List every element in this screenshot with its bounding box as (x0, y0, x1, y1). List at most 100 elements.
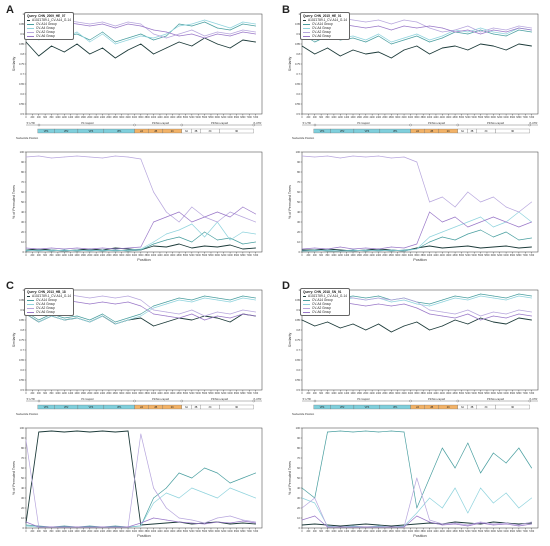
data-point (505, 245, 507, 247)
x-tick-label: 1000 (55, 117, 61, 119)
data-point (178, 521, 180, 523)
data-point (339, 249, 341, 251)
legend-label: CV-A4 Group (36, 302, 55, 306)
data-point (204, 467, 205, 469)
data-point (403, 19, 405, 21)
simplot-plot: 0.50.550.60.650.70.750.80.850.90.9510200… (288, 288, 539, 395)
legend-swatch (27, 299, 34, 301)
x-tick-label: 6200 (497, 255, 503, 257)
x-tick-label: 2400 (100, 531, 106, 533)
data-point (178, 497, 180, 499)
data-point (38, 155, 40, 157)
data-point (365, 27, 367, 29)
x-tick-label: 2600 (382, 531, 388, 533)
region-label: P3/Non-capsid (487, 397, 505, 401)
data-point (217, 27, 218, 29)
legend-swatch (27, 19, 31, 21)
data-point (365, 299, 367, 301)
y-tick-label: 20 (21, 230, 24, 234)
x-tick-label: 5000 (459, 531, 465, 533)
data-point (255, 33, 256, 35)
gene-label: 3C (485, 130, 488, 133)
gene-label: VP2 (340, 406, 345, 409)
data-point (416, 45, 418, 47)
x-tick-label: 1400 (344, 117, 350, 119)
x-tick-label: 600 (319, 393, 324, 395)
x-tick-label: 1800 (81, 393, 87, 395)
data-point (102, 249, 103, 251)
y-tick-label: 90 (297, 160, 300, 164)
data-point (339, 250, 341, 252)
y-tick-label: 20 (297, 230, 300, 234)
x-tick-label: 600 (43, 117, 48, 119)
y-axis-label: Similarity (288, 333, 292, 348)
y-tick-label: 0.7 (296, 348, 300, 352)
y-tick-label: 30 (297, 496, 300, 500)
data-point (416, 321, 418, 323)
x-tick-label: 3600 (414, 255, 420, 257)
y-tick-label: 0.8 (20, 328, 24, 332)
x-tick-label: 2400 (376, 117, 382, 119)
x-tick-label: 1800 (81, 117, 87, 119)
x-tick-label: 1800 (81, 255, 87, 257)
y-tick-label: 100 (20, 426, 25, 430)
y-tick-label: 0.55 (295, 378, 301, 382)
data-point (153, 37, 154, 39)
y-axis-label: % of Permuted Trees (288, 185, 292, 219)
data-point (365, 39, 367, 41)
data-point (531, 246, 532, 248)
data-point (255, 315, 256, 317)
gene-label: 3C (485, 406, 488, 409)
legend-label: CV-A2 Group (312, 30, 331, 34)
legend-swatch (303, 19, 307, 21)
data-point (378, 33, 379, 35)
data-point (76, 33, 78, 35)
data-point (429, 477, 430, 479)
data-point (314, 502, 316, 504)
data-point (327, 47, 328, 49)
data-point (217, 517, 218, 519)
x-tick-label: 0 (25, 117, 27, 119)
y-tick-label: 0.5 (296, 388, 300, 392)
data-point (429, 25, 430, 27)
data-point (242, 248, 244, 250)
data-point (493, 216, 494, 218)
data-point (314, 249, 316, 251)
data-point (191, 299, 193, 301)
x-tick-label: 7000 (247, 255, 253, 257)
data-point (454, 246, 456, 248)
data-point (378, 524, 379, 526)
x-tick-label: 2400 (100, 117, 106, 119)
data-point (51, 430, 52, 432)
data-point (416, 247, 418, 249)
panel-letter: C (6, 280, 14, 292)
x-tick-label: 200 (30, 393, 35, 395)
data-point (255, 213, 256, 215)
data-point (505, 33, 507, 35)
x-tick-label: 7200 (529, 117, 535, 119)
region-label: P2/Non-capsid (152, 397, 170, 401)
nucleotide-position-label: Nucleotide Position (292, 136, 315, 140)
x-tick-label: 3200 (401, 117, 407, 119)
data-point (102, 47, 103, 49)
x-tick-label: 3200 (401, 393, 407, 395)
data-point (301, 249, 303, 251)
data-point (301, 248, 303, 250)
data-point (390, 57, 392, 59)
x-tick-label: 3800 (421, 117, 427, 119)
data-point (153, 191, 154, 193)
data-point (191, 45, 193, 47)
data-point (165, 31, 167, 33)
x-tick-label: 3400 (132, 117, 138, 119)
data-point (140, 249, 142, 251)
y-tick-label: 0.75 (295, 338, 301, 342)
data-point (140, 317, 142, 319)
y-tick-label: 60 (21, 466, 24, 470)
data-point (518, 525, 520, 527)
data-point (114, 297, 116, 299)
x-tick-label: 1000 (55, 531, 61, 533)
data-point (178, 25, 180, 27)
data-point (204, 297, 205, 299)
data-point (480, 29, 481, 31)
x-tick-label: 6200 (221, 117, 227, 119)
